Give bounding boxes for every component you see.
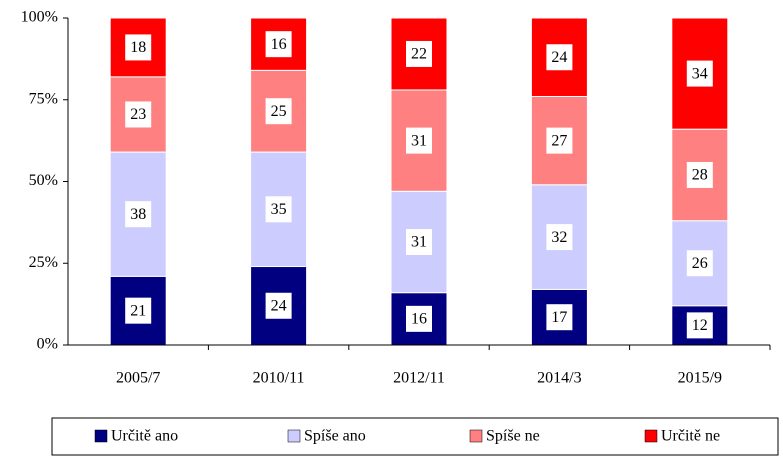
x-tick-label: 2005/7 (116, 370, 160, 387)
data-label-box (125, 201, 152, 228)
legend-swatch (469, 429, 483, 443)
data-label-box (125, 297, 152, 324)
x-tick-label: 2015/9 (678, 370, 722, 387)
data-label: 32 (551, 229, 567, 246)
data-label-box (406, 127, 432, 154)
data-label-box (406, 305, 432, 332)
data-label-box (546, 44, 573, 71)
y-tick-label: 75% (29, 90, 58, 107)
y-tick-label: 25% (29, 254, 58, 271)
data-label: 31 (411, 234, 427, 251)
data-label: 25 (271, 103, 287, 120)
legend-label: Určitě ne (661, 428, 720, 445)
y-tick-label: 100% (21, 9, 58, 26)
data-label-box (686, 161, 713, 188)
data-label: 18 (130, 39, 146, 56)
data-label-box (265, 292, 292, 319)
legend-swatch (94, 429, 108, 443)
x-tick-label: 2010/11 (253, 370, 305, 387)
data-label: 28 (692, 167, 708, 184)
data-label-box (265, 98, 292, 125)
x-tick-label: 2014/3 (537, 370, 581, 387)
data-label: 31 (411, 132, 427, 149)
data-label-box (546, 304, 573, 331)
data-label: 22 (411, 46, 427, 63)
data-label: 23 (130, 106, 146, 123)
data-label-box (406, 228, 432, 255)
data-label: 17 (551, 309, 567, 326)
data-label-box (546, 127, 573, 154)
data-label: 24 (271, 297, 287, 314)
data-label: 24 (551, 49, 567, 66)
data-label-box (265, 31, 292, 58)
data-label-box (265, 196, 292, 223)
data-label-box (125, 34, 152, 61)
data-label: 26 (692, 255, 708, 272)
legend-label: Spíše ano (304, 428, 366, 445)
data-label: 16 (411, 311, 427, 328)
legend-swatch (287, 429, 301, 443)
data-label: 16 (271, 36, 287, 53)
data-label: 21 (130, 302, 146, 319)
data-label-box (686, 60, 713, 87)
legend-label: Určitě ano (111, 428, 178, 445)
data-label-box (686, 312, 713, 339)
data-label-box (125, 101, 152, 128)
x-tick-label: 2012/11 (393, 370, 445, 387)
legend-label: Spíše ne (486, 428, 540, 445)
data-label: 35 (271, 201, 287, 218)
y-tick-label: 50% (29, 172, 58, 189)
legend-swatch (644, 429, 658, 443)
data-label: 27 (551, 132, 567, 149)
data-label-box (406, 40, 432, 67)
data-label: 34 (692, 65, 708, 82)
data-label: 12 (692, 317, 708, 334)
data-label-box (546, 224, 573, 251)
y-tick-label: 0% (37, 336, 58, 353)
data-label: 38 (130, 206, 146, 223)
data-label-box (686, 250, 713, 277)
